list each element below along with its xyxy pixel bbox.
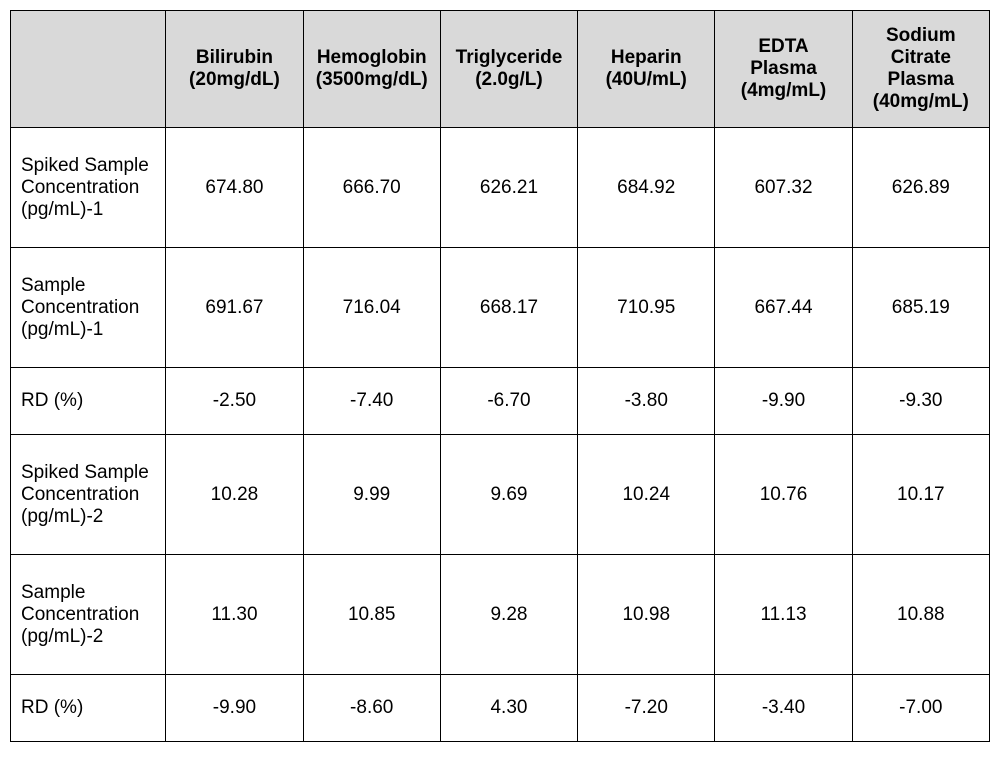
value-cell: -3.80 xyxy=(578,368,715,435)
value-cell: 10.28 xyxy=(166,435,303,555)
value-cell: -2.50 xyxy=(166,368,303,435)
header-heparin: Heparin (40U/mL) xyxy=(578,11,715,128)
row-label: RD (%) xyxy=(11,368,166,435)
header-bilirubin: Bilirubin (20mg/dL) xyxy=(166,11,303,128)
table-row: Sample Concentration (pg/mL)-211.3010.85… xyxy=(11,555,990,675)
table-header: Bilirubin (20mg/dL) Hemoglobin (3500mg/d… xyxy=(11,11,990,128)
value-cell: 684.92 xyxy=(578,128,715,248)
value-cell: -9.90 xyxy=(715,368,852,435)
value-cell: 9.69 xyxy=(440,435,577,555)
header-edta: EDTA Plasma (4mg/mL) xyxy=(715,11,852,128)
row-label: Sample Concentration (pg/mL)-1 xyxy=(11,248,166,368)
table-row: Spiked Sample Concentration (pg/mL)-1674… xyxy=(11,128,990,248)
header-hemoglobin: Hemoglobin (3500mg/dL) xyxy=(303,11,440,128)
value-cell: 685.19 xyxy=(852,248,989,368)
value-cell: -8.60 xyxy=(303,675,440,742)
value-cell: 9.99 xyxy=(303,435,440,555)
value-cell: -7.20 xyxy=(578,675,715,742)
value-cell: 10.76 xyxy=(715,435,852,555)
value-cell: 668.17 xyxy=(440,248,577,368)
value-cell: 667.44 xyxy=(715,248,852,368)
table-row: Sample Concentration (pg/mL)-1691.67716.… xyxy=(11,248,990,368)
value-cell: 666.70 xyxy=(303,128,440,248)
table-row: RD (%)-9.90-8.604.30-7.20-3.40-7.00 xyxy=(11,675,990,742)
row-label: Sample Concentration (pg/mL)-2 xyxy=(11,555,166,675)
value-cell: 10.88 xyxy=(852,555,989,675)
value-cell: -3.40 xyxy=(715,675,852,742)
header-triglyceride: Triglyceride (2.0g/L) xyxy=(440,11,577,128)
value-cell: -9.30 xyxy=(852,368,989,435)
value-cell: 626.89 xyxy=(852,128,989,248)
value-cell: 607.32 xyxy=(715,128,852,248)
table-body: Spiked Sample Concentration (pg/mL)-1674… xyxy=(11,128,990,742)
value-cell: 10.17 xyxy=(852,435,989,555)
value-cell: -7.40 xyxy=(303,368,440,435)
value-cell: 10.98 xyxy=(578,555,715,675)
value-cell: 674.80 xyxy=(166,128,303,248)
value-cell: 4.30 xyxy=(440,675,577,742)
value-cell: 11.30 xyxy=(166,555,303,675)
value-cell: 691.67 xyxy=(166,248,303,368)
header-row: Bilirubin (20mg/dL) Hemoglobin (3500mg/d… xyxy=(11,11,990,128)
header-blank xyxy=(11,11,166,128)
interference-table: Bilirubin (20mg/dL) Hemoglobin (3500mg/d… xyxy=(10,10,990,742)
row-label: Spiked Sample Concentration (pg/mL)-2 xyxy=(11,435,166,555)
value-cell: -6.70 xyxy=(440,368,577,435)
header-sodium-citrate: Sodium Citrate Plasma (40mg/mL) xyxy=(852,11,989,128)
value-cell: 9.28 xyxy=(440,555,577,675)
table-row: RD (%)-2.50-7.40-6.70-3.80-9.90-9.30 xyxy=(11,368,990,435)
row-label: Spiked Sample Concentration (pg/mL)-1 xyxy=(11,128,166,248)
value-cell: 10.85 xyxy=(303,555,440,675)
value-cell: 11.13 xyxy=(715,555,852,675)
row-label: RD (%) xyxy=(11,675,166,742)
value-cell: -9.90 xyxy=(166,675,303,742)
value-cell: 10.24 xyxy=(578,435,715,555)
table-row: Spiked Sample Concentration (pg/mL)-210.… xyxy=(11,435,990,555)
value-cell: 716.04 xyxy=(303,248,440,368)
value-cell: 710.95 xyxy=(578,248,715,368)
value-cell: 626.21 xyxy=(440,128,577,248)
value-cell: -7.00 xyxy=(852,675,989,742)
